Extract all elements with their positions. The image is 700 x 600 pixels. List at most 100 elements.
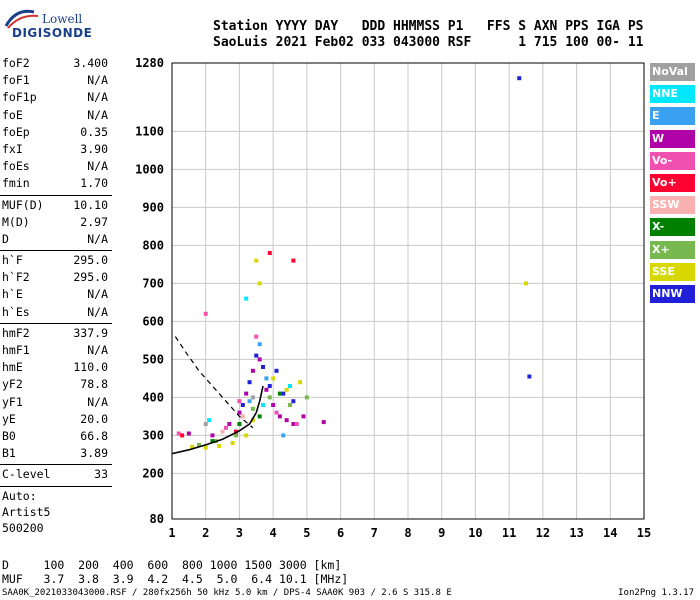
echo-point	[257, 357, 262, 362]
parameter-value: N/A	[87, 73, 108, 88]
parameter-name: yF2	[2, 377, 23, 392]
parameter-name: foEs	[2, 159, 30, 174]
parameter-name: h`F2	[2, 270, 30, 285]
parameter-value: 337.9	[73, 325, 108, 340]
echo-point	[250, 418, 255, 423]
echo-point	[203, 445, 208, 450]
echo-point	[244, 296, 249, 301]
parameter-value: 0.35	[80, 124, 108, 139]
echo-point	[210, 433, 215, 438]
x-tick-label: 4	[270, 526, 277, 540]
station-header: Station YYYY DAY DDD HHMMSS P1 FFS S AXN…	[213, 19, 643, 51]
auto-label: Auto:	[2, 488, 37, 503]
plot-grid	[171, 62, 645, 520]
parameter-name: foEp	[2, 124, 30, 139]
parameter-value: 110.0	[73, 360, 108, 375]
parameter-row: M(D) 2.97	[0, 214, 112, 231]
parameter-row: h`F 295.0	[0, 252, 112, 269]
echo-point	[203, 422, 208, 426]
legend-item-sse: SSE	[650, 262, 695, 281]
x-tick-label: 15	[637, 526, 651, 540]
parameter-row: h`F2 295.0	[0, 269, 112, 286]
echo-point	[267, 251, 272, 255]
parameter-name: foF1p	[2, 90, 37, 105]
parameter-panel: foF2 3.400 foF1 N/A foF1p N/A foE N/A foEp 0.35 fx…	[0, 55, 112, 536]
y-tick-label: 200	[142, 466, 164, 480]
echo-point	[257, 342, 262, 347]
parameter-value: 20.0	[80, 411, 108, 426]
parameter-value: 33	[94, 467, 108, 482]
parameter-divider	[0, 464, 112, 466]
x-tick-label: 5	[303, 526, 310, 540]
echo-point	[294, 422, 299, 426]
muf-row: MUF 3.7 3.8 3.9 4.2 4.5 5.0 6.4 10.1 [MH…	[2, 572, 349, 586]
y-tick-label: 1000	[135, 162, 164, 176]
parameter-name: yF1	[2, 394, 23, 409]
echo-point	[244, 433, 249, 438]
echo-point	[267, 395, 272, 400]
echo-point	[220, 429, 225, 434]
echo-point	[237, 422, 242, 426]
parameter-name: B1	[2, 446, 16, 461]
echo-point	[244, 391, 249, 396]
parameter-name: fxI	[2, 141, 23, 156]
parameter-group-confidence: C-level 33	[0, 466, 112, 483]
legend-item-x: X+	[650, 240, 695, 259]
parameter-group-profile: hmF2 337.9 hmF1 N/A hmE 110.0 yF2 78.8 yF1 N/A yE 2…	[0, 325, 112, 463]
x-tick-label: 13	[569, 526, 583, 540]
parameter-value: N/A	[87, 304, 108, 319]
legend-item-w: W	[650, 129, 695, 148]
x-tick-label: 12	[536, 526, 550, 540]
parameter-row: hmF2 337.9	[0, 325, 112, 342]
parameter-value: 3.89	[80, 446, 108, 461]
echo-point	[291, 422, 296, 426]
logo-lowell-text: Lowell	[42, 12, 83, 26]
parameter-name: M(D)	[2, 214, 30, 229]
parameter-row: B1 3.89	[0, 445, 112, 462]
parameter-value: N/A	[87, 107, 108, 122]
file-info: SAA0K_2021033043000.RSF / 280fx256h 50 k…	[2, 588, 452, 598]
echo-point	[210, 439, 215, 444]
parameter-row: foEp 0.35	[0, 124, 112, 141]
parameter-name: D	[2, 231, 9, 246]
parameter-value: N/A	[87, 394, 108, 409]
parameter-name: hmE	[2, 360, 23, 375]
parameter-row: hmF1 N/A	[0, 342, 112, 359]
echo-point	[240, 403, 245, 407]
echo-point	[237, 410, 242, 415]
echo-point	[274, 368, 279, 373]
legend-item-x: X-	[650, 218, 695, 237]
y-tick-label: 800	[142, 238, 164, 252]
echo-point	[203, 311, 208, 316]
profile-traces	[171, 336, 264, 455]
x-tick-label: 1	[168, 526, 175, 540]
echo-points	[176, 76, 532, 450]
echo-point	[271, 403, 276, 407]
echo-point	[237, 399, 242, 404]
parameter-name: foF2	[2, 56, 30, 70]
echo-point	[250, 395, 255, 400]
parameter-row: foE N/A	[0, 107, 112, 124]
echo-point	[261, 403, 266, 407]
echo-point	[271, 376, 276, 381]
parameter-name: h`F	[2, 253, 23, 268]
echo-point	[180, 433, 185, 438]
parameter-row: foF1 N/A	[0, 72, 112, 89]
echo-point	[264, 387, 269, 392]
echo-point	[277, 414, 282, 419]
parameter-row: foEs N/A	[0, 158, 112, 175]
software-version: Ion2Png 1.3.17	[618, 588, 694, 598]
parameter-divider	[0, 322, 112, 324]
parameter-value: N/A	[87, 287, 108, 302]
echo-point	[230, 441, 235, 445]
parameter-group-virtual-heights: h`F 295.0 h`F2 295.0 h`E N/A h`Es N/A	[0, 252, 112, 321]
parameter-divider	[0, 250, 112, 252]
parameter-row: hmE 110.0	[0, 359, 112, 376]
x-tick-label: 11	[502, 526, 516, 540]
echo-point	[284, 418, 289, 423]
y-tick-label: 600	[142, 314, 164, 328]
parameter-row: h`Es N/A	[0, 304, 112, 321]
echo-point	[298, 380, 303, 385]
y-tick-label: 80	[150, 512, 164, 526]
